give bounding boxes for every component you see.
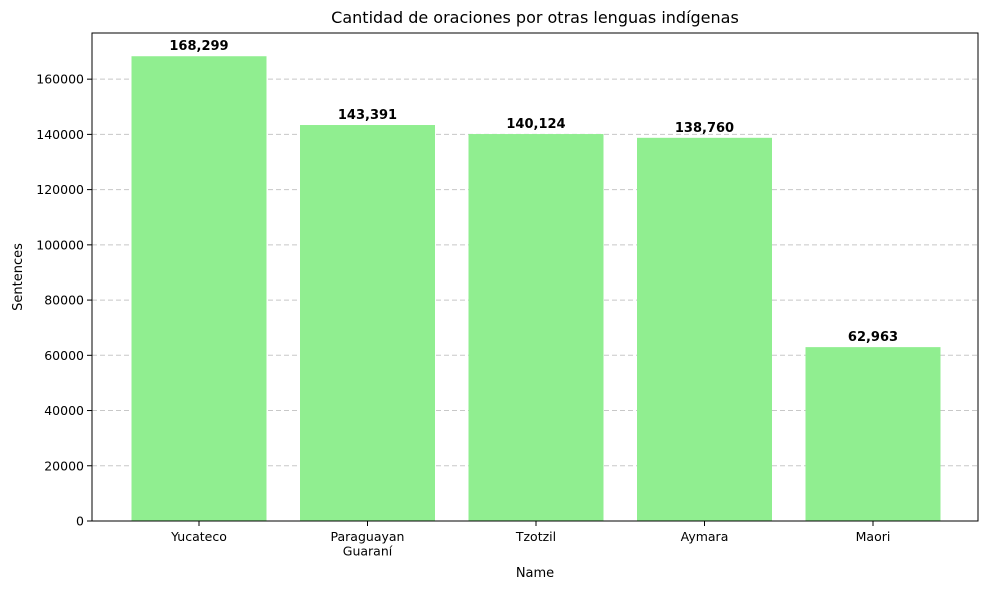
x-tick-label: Yucateco: [170, 529, 227, 544]
y-tick-label: 60000: [44, 348, 84, 363]
x-tick-label: Aymara: [681, 529, 729, 544]
bar-value-label: 140,124: [506, 117, 565, 132]
bars: [131, 56, 941, 522]
x-tick-label: Guaraní: [343, 544, 393, 559]
y-axis-ticks: 0 20000 40000 60000 80000 100000 120000 140000 1…: [36, 72, 92, 529]
bar-value-label: 138,760: [675, 121, 734, 136]
bar: [805, 347, 941, 521]
y-tick-label: 100000: [36, 237, 84, 252]
y-tick-label: 80000: [44, 293, 84, 308]
bar: [300, 125, 435, 522]
bar: [468, 134, 604, 521]
bar: [131, 56, 267, 521]
bar: [637, 137, 772, 521]
bar-value-label: 143,391: [338, 108, 397, 123]
bar-value-label: 62,963: [848, 330, 898, 345]
axes-frame: [91, 32, 979, 522]
bar-value-labels: 168,299 143,391 140,124 138,760 62,963: [169, 39, 898, 345]
bar-value-label: 168,299: [169, 39, 228, 54]
y-tick-label: 0: [76, 514, 84, 529]
y-tick-label: 140000: [36, 127, 84, 142]
x-tick-label: Maori: [856, 529, 891, 544]
y-tick-label: 120000: [36, 182, 84, 197]
chart-title: Cantidad de oraciones por otras lenguas …: [331, 8, 739, 27]
y-tick-label: 160000: [36, 72, 84, 87]
x-tick-label: Tzotzil: [515, 529, 556, 544]
y-axis-label: Sentences: [11, 243, 26, 311]
y-tick-label: 40000: [44, 403, 84, 418]
x-tick-label: Paraguayan: [331, 529, 405, 544]
x-axis-label: Name: [516, 566, 554, 581]
y-tick-label: 20000: [44, 458, 84, 473]
